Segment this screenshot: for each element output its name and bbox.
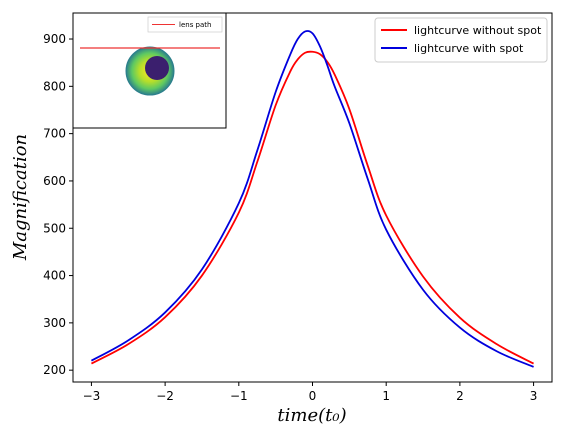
plot-frame [72,12,553,383]
x-tick-label: 0 [309,389,317,403]
y-tick-label: 200 [43,363,66,377]
inset-plot: lens path [72,12,227,129]
y-tick-label: 800 [43,79,66,93]
x-tick-label: 2 [456,389,464,403]
x-tick-label: −1 [230,389,248,403]
y-axis-title: Magnification [10,134,31,261]
x-tick-label: 3 [530,389,538,403]
y-tick-label: 600 [43,174,66,188]
y-tick-label: 400 [43,269,66,283]
legend-box [374,17,548,63]
series-line-without-spot [91,50,534,365]
legend-label-without-spot: lightcurve without spot [414,24,542,37]
legend-label-with-spot: lightcurve with spot [414,42,524,55]
series-layer [90,30,534,368]
x-tick-label: 1 [382,389,390,403]
inset-legend-label: lens path [179,21,211,29]
inset-legend-box [147,16,223,33]
x-tick-label: −2 [156,389,174,403]
legend: lightcurve without spot lightcurve with … [374,17,548,63]
y-tick-label: 700 [43,127,66,141]
y-tick-label: 900 [43,32,66,46]
y-tick-label: 500 [43,221,66,235]
star-spot [145,56,169,80]
x-tick-label: −3 [83,389,101,403]
x-axis-title: time(t₀) [277,405,346,426]
y-tick-label: 300 [43,316,66,330]
ticks-layer: −3 −2 −1 0 1 2 3 200 300 400 500 600 700 800 900 [43,32,537,403]
series-line-with-spot [90,30,534,368]
